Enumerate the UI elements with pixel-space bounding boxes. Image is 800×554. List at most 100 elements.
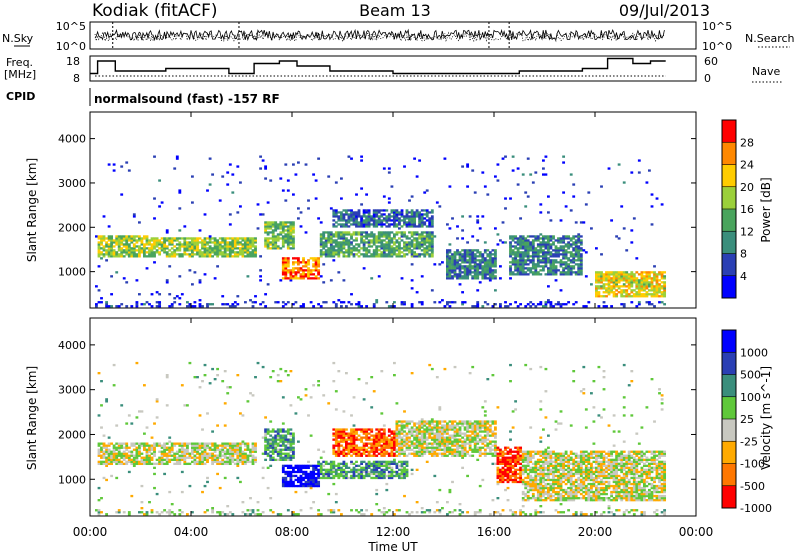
- heatmap-cell: [100, 247, 103, 250]
- heatmap-cell: [395, 474, 399, 478]
- heatmap-cell: [342, 245, 346, 248]
- heatmap-cell: [393, 247, 396, 250]
- heatmap-cell: [408, 241, 411, 244]
- heatmap-cell: [410, 440, 414, 443]
- heatmap-cell: [488, 253, 492, 256]
- heatmap-cell: [286, 259, 290, 262]
- heatmap-cell: [286, 221, 290, 224]
- heatmap-cell: [236, 454, 240, 457]
- heatmap-cell: [367, 213, 371, 216]
- heatmap-cell: [340, 217, 343, 220]
- heatmap-cell: [382, 474, 386, 478]
- heatmap-cell: [148, 243, 151, 246]
- heatmap-cell: [271, 225, 275, 228]
- heatmap-cell: [284, 273, 288, 276]
- heatmap-cell: [463, 249, 467, 252]
- heatmap-cell: [367, 223, 371, 226]
- heatmap-cell: [213, 253, 217, 256]
- heatmap-cell: [365, 436, 369, 439]
- heatmap-cell: [564, 273, 568, 276]
- heatmap-cell: [319, 472, 323, 476]
- heatmap-cell: [332, 482, 336, 486]
- heatmap-cell: [645, 293, 649, 296]
- heatmap-cell: [294, 484, 298, 488]
- heatmap-cell: [211, 251, 215, 254]
- heatmap-cell: [132, 239, 136, 242]
- heatmap-cell: [648, 271, 651, 274]
- heatmap-cell: [405, 245, 409, 248]
- heatmap-cell: [254, 249, 257, 252]
- heatmap-cell: [370, 450, 374, 453]
- heatmap-cell: [307, 460, 310, 464]
- heatmap-cell: [347, 251, 351, 254]
- heatmap-cell: [312, 478, 316, 482]
- heatmap-cell: [582, 249, 586, 252]
- heatmap-cell: [145, 251, 149, 254]
- heatmap-cell: [552, 259, 555, 262]
- heatmap-cell: [458, 283, 462, 286]
- heatmap-cell: [360, 237, 364, 240]
- heatmap-cell: [150, 293, 154, 296]
- heatmap-cell: [340, 177, 343, 180]
- heatmap-cell: [382, 444, 386, 447]
- heatmap-cell: [138, 448, 141, 451]
- heatmap-cell: [430, 442, 434, 445]
- heatmap-cell: [400, 219, 404, 222]
- heatmap-cell: [375, 438, 379, 441]
- heatmap-cell: [150, 305, 154, 308]
- heatmap-cell: [183, 462, 187, 466]
- heatmap-cell: [612, 275, 616, 278]
- heatmap-cell: [534, 269, 538, 272]
- heatmap-cell: [233, 442, 237, 445]
- heatmap-cell: [658, 301, 661, 304]
- heatmap-cell: [410, 303, 414, 306]
- heatmap-cell: [218, 452, 222, 455]
- heatmap-cell: [286, 233, 290, 236]
- heatmap-cell: [216, 444, 220, 447]
- heatmap-cell: [155, 492, 159, 496]
- heatmap-cell: [458, 257, 462, 260]
- heatmap-cell: [423, 251, 427, 254]
- heatmap-cell: [246, 446, 250, 449]
- heatmap-cell: [355, 231, 358, 234]
- heatmap-cell: [549, 235, 553, 238]
- heatmap-cell: [117, 442, 121, 445]
- heatmap-cell: [218, 486, 222, 490]
- heatmap-cell: [332, 213, 336, 216]
- heatmap-cell: [524, 239, 528, 242]
- heatmap-cell: [112, 384, 116, 387]
- heatmap-cell: [519, 269, 523, 272]
- heatmap-cell: [168, 293, 172, 296]
- heatmap-cell: [292, 442, 295, 445]
- heatmap-cell: [544, 247, 548, 250]
- heatmap-cell: [372, 448, 376, 451]
- heatmap-cell: [595, 247, 598, 250]
- heatmap-cell: [448, 261, 452, 264]
- heatmap-cell: [387, 237, 391, 240]
- heatmap-cell: [286, 271, 290, 274]
- y-tick-label: 2000: [58, 221, 86, 234]
- heatmap-cell: [110, 460, 114, 464]
- heatmap-cell: [607, 275, 611, 278]
- heatmap-cell: [286, 438, 290, 441]
- heatmap-cell: [254, 444, 257, 447]
- heatmap-cell: [211, 173, 215, 176]
- heatmap-cell: [547, 211, 550, 214]
- heatmap-cell: [170, 251, 174, 254]
- heatmap-cell: [428, 239, 432, 242]
- heatmap-cell: [365, 217, 369, 220]
- heatmap-cell: [208, 456, 212, 459]
- heatmap-cell: [221, 454, 225, 457]
- heatmap-cell: [168, 450, 172, 453]
- heatmap-cell: [398, 221, 401, 224]
- heatmap-cell: [435, 454, 439, 457]
- heatmap-cell: [294, 301, 298, 304]
- heatmap-cell: [324, 472, 328, 476]
- heatmap-cell: [438, 438, 442, 441]
- heatmap-cell: [297, 476, 300, 480]
- heatmap-cell: [292, 432, 295, 435]
- heatmap-cell: [367, 239, 371, 242]
- heatmap-cell: [228, 253, 232, 256]
- heatmap-cell: [382, 239, 386, 242]
- heatmap-cell: [428, 255, 432, 258]
